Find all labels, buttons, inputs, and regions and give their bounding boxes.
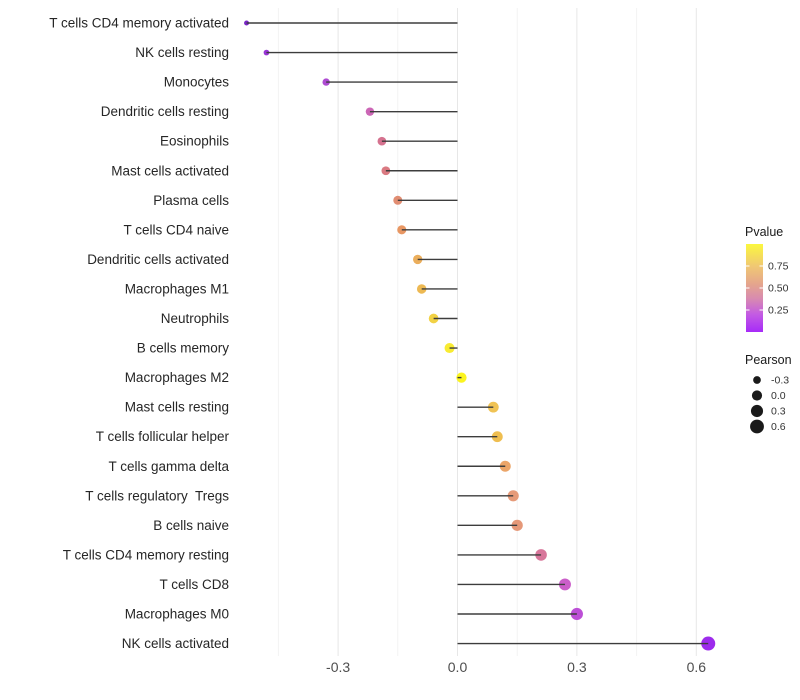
category-label: T cells regulatory Tregs	[85, 488, 229, 503]
lollipop-dot	[535, 549, 547, 561]
pearson-legend-label: -0.3	[771, 375, 789, 387]
pearson-legend-label: 0.3	[771, 406, 786, 418]
pearson-legend-label: 0.6	[771, 421, 786, 433]
category-label: Neutrophils	[161, 311, 230, 326]
category-label: T cells CD4 naive	[123, 222, 229, 237]
lollipop-dot	[558, 578, 571, 591]
category-label: Dendritic cells resting	[101, 104, 229, 119]
category-label: T cells CD8	[159, 577, 229, 592]
category-label: T cells gamma delta	[108, 459, 229, 474]
category-label: B cells memory	[137, 341, 230, 356]
lollipop-dot	[444, 343, 455, 354]
category-label: Macrophages M2	[125, 370, 229, 385]
category-label: T cells CD4 memory resting	[63, 547, 229, 562]
pearson-legend-dot	[751, 390, 763, 401]
x-axis-tick-label: -0.3	[326, 659, 350, 675]
pearson-legend-dot	[750, 404, 764, 418]
category-label: Mast cells resting	[125, 400, 229, 415]
pvalue-tick-label: 0.75	[768, 261, 789, 273]
pearson-legend-label: 0.0	[771, 390, 786, 402]
pearson-legend-dot	[753, 376, 761, 384]
category-label: B cells naive	[153, 518, 229, 533]
x-axis-tick-label: 0.6	[687, 659, 707, 675]
category-label: T cells CD4 memory activated	[49, 16, 229, 31]
pearson-legend-title: Pearson	[745, 353, 792, 367]
x-axis-tick-label: 0.0	[448, 659, 468, 675]
category-label: Macrophages M1	[125, 281, 229, 296]
pvalue-legend-title: Pvalue	[745, 225, 783, 239]
category-label: NK cells activated	[122, 636, 229, 651]
category-label: NK cells resting	[135, 45, 229, 60]
category-label: Mast cells activated	[111, 163, 229, 178]
category-label: Dendritic cells activated	[87, 252, 229, 267]
lollipop-dot	[397, 225, 407, 235]
x-axis-tick-label: 0.3	[567, 659, 587, 675]
pvalue-colorbar	[746, 244, 763, 332]
category-label: Plasma cells	[153, 193, 229, 208]
category-label: Eosinophils	[160, 134, 229, 149]
pvalue-tick-label: 0.25	[768, 305, 789, 317]
category-label: Macrophages M0	[125, 607, 229, 622]
category-label: T cells follicular helper	[96, 429, 230, 444]
pearson-legend-dot	[750, 419, 764, 434]
pvalue-tick-label: 0.50	[768, 283, 789, 295]
category-label: Monocytes	[164, 75, 230, 90]
